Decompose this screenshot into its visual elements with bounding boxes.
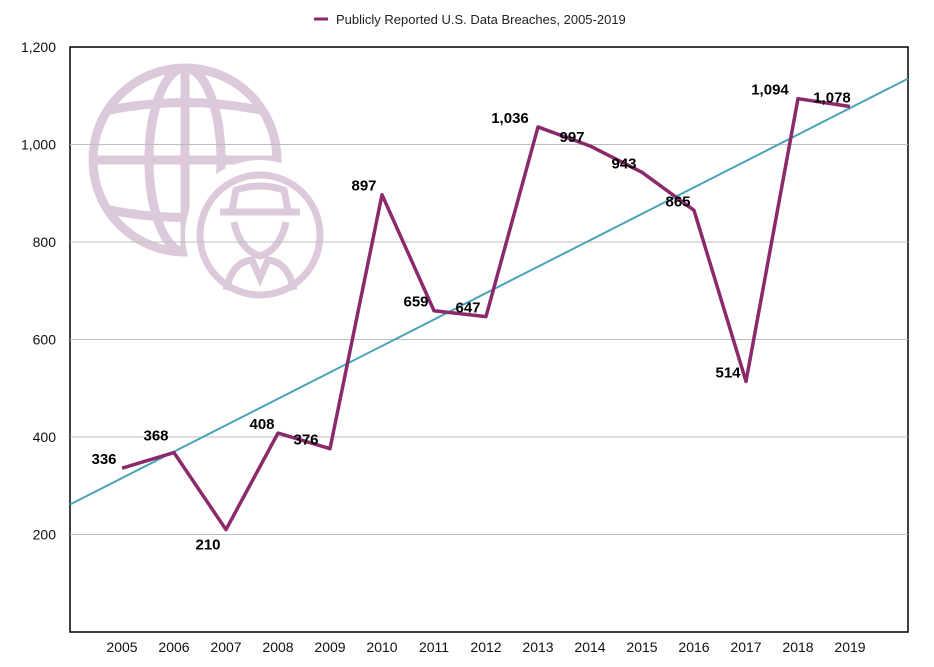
x-tick-label: 2010 — [366, 639, 397, 655]
x-tick-label: 2008 — [262, 639, 293, 655]
x-tick-label: 2012 — [470, 639, 501, 655]
gridlines — [70, 144, 908, 535]
x-tick-label: 2013 — [522, 639, 553, 655]
legend-label: Publicly Reported U.S. Data Breaches, 20… — [336, 12, 626, 27]
globe-icon — [88, 63, 282, 257]
watermark — [88, 63, 335, 310]
y-tick-label: 800 — [33, 234, 57, 250]
y-tick-label: 600 — [33, 332, 57, 348]
data-label: 1,036 — [491, 110, 529, 127]
y-tick-label: 1,200 — [21, 39, 56, 55]
x-tick-label: 2011 — [419, 639, 449, 655]
hacker-icon — [196, 171, 324, 299]
trendline-group — [69, 77, 909, 506]
data-label: 376 — [293, 432, 318, 449]
x-tick-label: 2006 — [158, 639, 189, 655]
y-axis: 200 400 600 800 1,000 1,200 — [21, 39, 56, 543]
data-label: 659 — [403, 294, 428, 311]
series-line — [121, 96, 851, 532]
y-tick-label: 1,000 — [21, 137, 56, 153]
data-label: 997 — [559, 129, 584, 146]
x-tick-label: 2007 — [210, 639, 241, 655]
data-label: 368 — [143, 428, 168, 445]
legend: Publicly Reported U.S. Data Breaches, 20… — [314, 12, 626, 27]
data-label: 514 — [715, 364, 741, 381]
y-tick-label: 400 — [33, 429, 57, 445]
series-group — [121, 96, 851, 532]
x-tick-label: 2017 — [730, 639, 761, 655]
x-tick-label: 2018 — [782, 639, 813, 655]
x-tick-label: 2019 — [834, 639, 865, 655]
x-tick-label: 2015 — [626, 639, 657, 655]
data-label: 865 — [665, 193, 690, 210]
x-tick-label: 2005 — [106, 639, 137, 655]
data-label: 647 — [455, 300, 480, 317]
x-tick-label: 2009 — [314, 639, 345, 655]
x-tick-label: 2016 — [678, 639, 709, 655]
data-label: 408 — [249, 416, 274, 433]
data-label: 897 — [351, 178, 376, 195]
hacker-badge-bg — [185, 160, 335, 310]
trendline — [69, 77, 909, 506]
data-labels: 336 368 210 408 376 897 659 647 1,036 997 943 865 51… — [91, 82, 850, 554]
data-label: 336 — [91, 451, 116, 468]
data-label: 1,078 — [813, 89, 851, 106]
data-label: 943 — [611, 155, 636, 172]
x-axis: 2005 2006 2007 2008 2009 2010 2011 2012 2013 2014… — [106, 639, 865, 655]
data-label: 1,094 — [751, 82, 789, 99]
y-tick-label: 200 — [33, 527, 57, 543]
data-label: 210 — [195, 537, 220, 554]
x-tick-label: 2014 — [574, 639, 605, 655]
